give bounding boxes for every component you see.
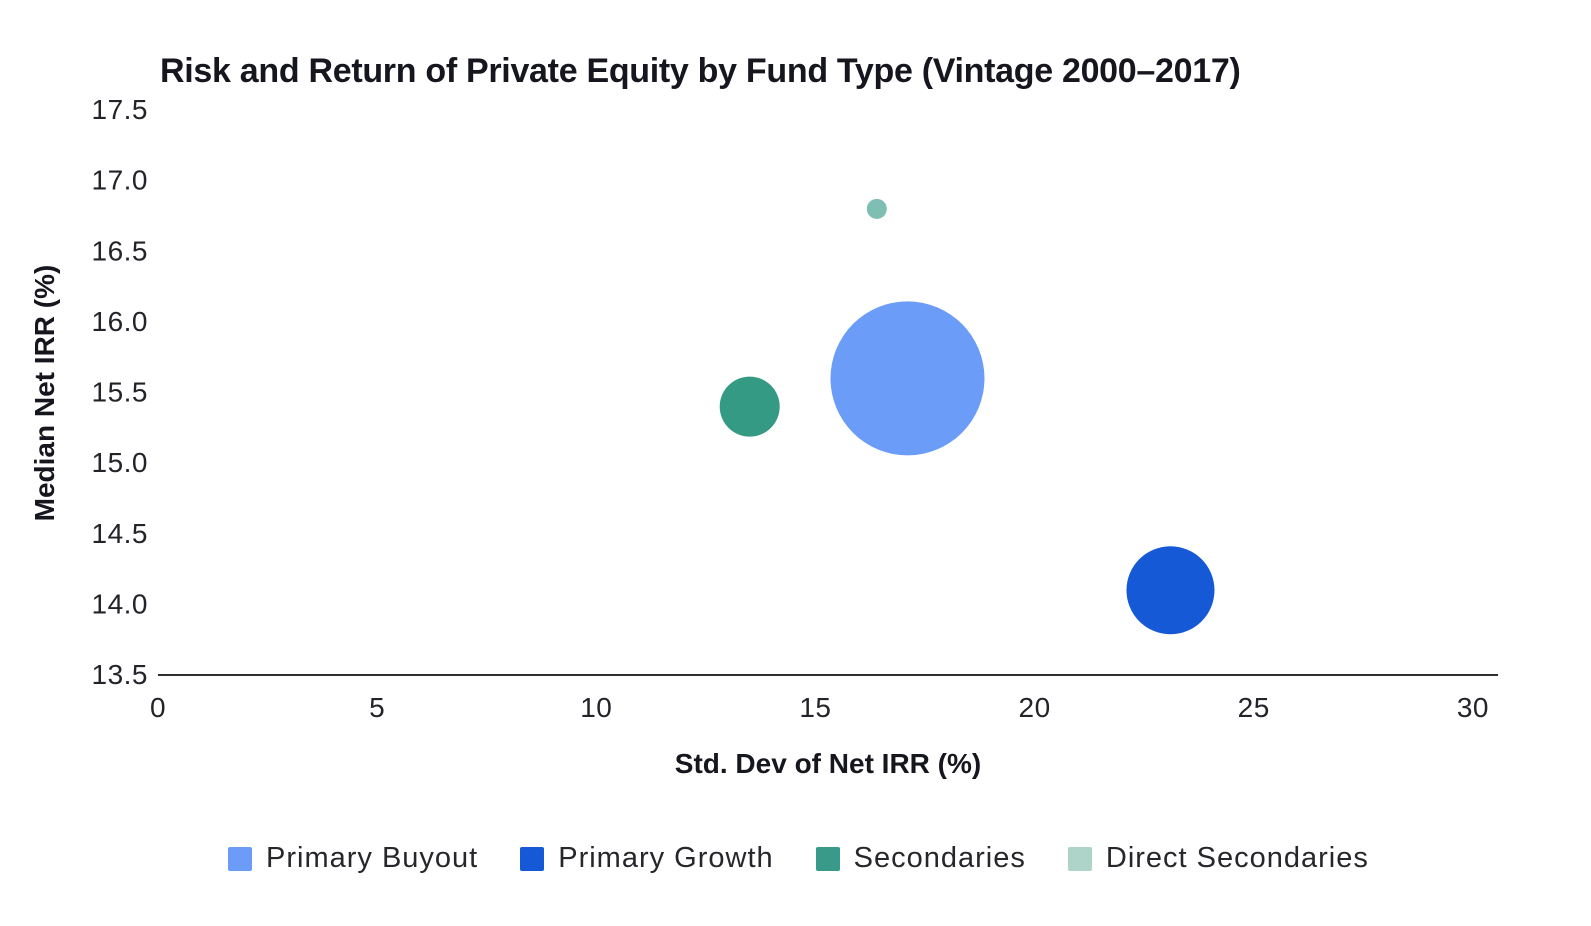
y-tick-label: 14.5	[92, 518, 149, 549]
legend-swatch-primary-growth	[520, 846, 545, 871]
legend-item-primary-buyout: Primary Buyout	[228, 842, 478, 875]
x-tick-label: 25	[1238, 692, 1270, 723]
x-tick-label: 5	[369, 692, 385, 723]
legend-swatch-secondaries	[815, 846, 840, 871]
x-tick-label: 30	[1457, 692, 1489, 723]
legend-swatch-primary-buyout	[228, 846, 252, 871]
x-tick-label: 10	[580, 692, 612, 723]
y-tick-label: 15.5	[92, 377, 149, 408]
x-tick-label: 15	[799, 692, 831, 723]
y-tick-label: 17.5	[92, 94, 149, 125]
x-tick-label: 20	[1019, 692, 1051, 723]
bubble-secondaries	[719, 376, 780, 437]
y-tick-label: 17.0	[92, 165, 149, 196]
legend-label: Secondaries	[853, 842, 1026, 874]
bubble-direct-secondaries	[866, 198, 887, 219]
x-tick-label: 0	[150, 692, 166, 723]
y-tick-label: 13.5	[92, 659, 149, 690]
legend-item-primary-growth: Primary Growth	[520, 842, 773, 875]
y-tick-label: 14.0	[92, 588, 149, 619]
y-tick-label: 16.5	[92, 235, 149, 266]
y-tick-label: 16.0	[92, 306, 149, 337]
legend-item-direct-secondaries: Direct Secondaries	[1067, 842, 1369, 875]
legend-swatch-direct-secondaries	[1067, 846, 1092, 871]
y-tick-label: 15.0	[92, 447, 149, 478]
legend-label: Primary Buyout	[266, 842, 479, 874]
x-axis-title: Std. Dev of Net IRR (%)	[674, 748, 982, 779]
legend: Primary Buyout Primary Growth Secondaries D…	[228, 842, 1369, 875]
legend-item-secondaries: Secondaries	[815, 842, 1026, 875]
bubble-primary-growth	[1126, 546, 1215, 635]
legend-label: Direct Secondaries	[1105, 842, 1369, 874]
chart-title: Risk and Return of Private Equity by Fun…	[160, 52, 1241, 90]
legend-label: Primary Growth	[558, 842, 774, 874]
bubble-primary-buyout	[830, 301, 985, 456]
